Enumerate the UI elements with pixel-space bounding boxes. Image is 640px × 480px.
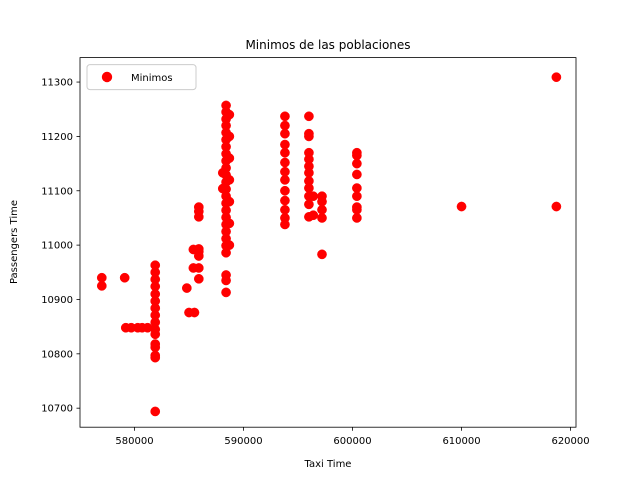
x-tick-label: 610000: [442, 436, 480, 447]
scatter-point: [193, 263, 204, 273]
scatter-point: [224, 175, 235, 185]
scatter-point: [280, 147, 290, 158]
scatter-point: [304, 167, 314, 178]
scatter-point: [280, 120, 290, 131]
scatter-point: [280, 219, 290, 230]
scatter-point: [150, 329, 161, 340]
x-tick-label: 590000: [224, 436, 262, 447]
x-tick-label: 580000: [115, 436, 153, 447]
scatter-point: [317, 204, 327, 215]
x-axis: 580000 590000 600000 610000 620000: [115, 427, 590, 447]
scatter-point: [456, 201, 467, 212]
scatter-point: [352, 191, 362, 202]
scatter-point: [224, 109, 235, 120]
scatter-point: [280, 111, 290, 122]
x-tick-label: 600000: [333, 436, 371, 447]
y-tick-label: 11200: [41, 132, 73, 143]
scatter-point: [193, 212, 204, 222]
scatter-point: [352, 158, 362, 169]
y-tick-label: 10700: [41, 404, 73, 415]
x-tick-label: 620000: [551, 436, 589, 447]
scatter-point: [280, 166, 290, 177]
scatter-point: [352, 169, 362, 180]
scatter-point: [150, 406, 161, 417]
legend-label: Minimos: [131, 73, 173, 84]
scatter-point: [352, 150, 362, 161]
scatter-point: [551, 72, 562, 83]
scatter-point: [352, 204, 362, 215]
y-tick-label: 10800: [41, 349, 73, 360]
scatter-point: [317, 213, 327, 223]
scatter-point: [280, 139, 290, 150]
scatter-point: [280, 195, 290, 206]
scatter-point: [221, 287, 231, 298]
legend-box: [86, 64, 197, 91]
scatter-point: [193, 251, 204, 261]
chart-title: Minimos de las poblaciones: [245, 38, 410, 52]
scatter-point: [150, 342, 161, 353]
scatter-point: [119, 272, 130, 283]
scatter-point: [280, 185, 290, 196]
scatter-point: [304, 199, 314, 210]
y-tick-label: 11000: [41, 241, 73, 252]
scatter-point: [224, 240, 235, 250]
scatter-point: [224, 196, 235, 207]
scatter-point: [150, 352, 161, 363]
x-axis-label: Taxi Time: [304, 459, 352, 470]
scatter-point: [352, 183, 362, 193]
scatter-point: [224, 218, 235, 229]
y-tick-label: 11100: [41, 186, 73, 197]
y-tick-label: 11300: [41, 78, 73, 89]
legend-marker: [101, 71, 113, 83]
legend: Minimos: [86, 64, 197, 91]
scatter-point: [304, 111, 314, 122]
scatter-point: [96, 281, 107, 291]
scatter-point: [280, 128, 290, 139]
y-axis-label: Passengers Time: [9, 200, 20, 284]
scatter-point: [304, 183, 314, 193]
scatter-point: [280, 157, 290, 168]
scatter-point: [224, 131, 235, 142]
scatter-point: [96, 272, 107, 283]
scatter-point: [317, 249, 327, 260]
scatter-point: [352, 213, 362, 223]
scatter-point: [308, 210, 319, 221]
scatter-point: [317, 196, 327, 207]
y-tick-label: 10900: [41, 295, 73, 306]
scatter-point: [221, 275, 231, 286]
scatter-point: [304, 131, 314, 142]
scatter-point: [181, 283, 192, 293]
scatter-point: [280, 204, 290, 215]
scatter-point: [308, 191, 319, 202]
y-axis: 10700 10800 10900 11000 11100 11200 11300: [41, 78, 80, 415]
scatter-point: [193, 273, 204, 284]
plot-frame: [79, 57, 577, 428]
scatter-point: [224, 153, 235, 163]
scatter-point: [189, 307, 200, 318]
points-layer: [96, 72, 562, 417]
scatter-point: [551, 201, 562, 212]
scatter-point: [280, 175, 290, 185]
